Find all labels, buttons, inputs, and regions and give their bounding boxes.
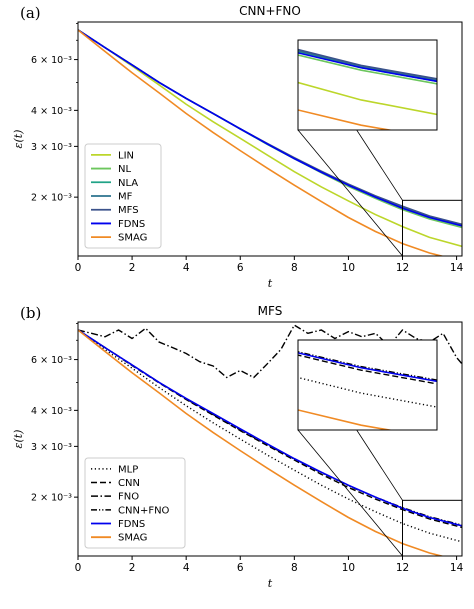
y-tick-label: 6 × 10⁻³	[31, 355, 72, 366]
y-axis-label: ε(t)	[12, 430, 25, 449]
x-tick-label: 6	[237, 562, 244, 574]
inset-connector	[297, 429, 403, 557]
x-tick-label: 0	[75, 562, 82, 574]
legend-label-lin: LIN	[118, 150, 134, 161]
chart-panel-0: 0 2 4 6 8 10 12 14 6 × 10⁻³ 4 × 10⁻³ 3 × 10⁻³ 2 × 1…	[12, 4, 464, 290]
legend-label-fno: FNO	[118, 492, 139, 503]
y-tick-label: 3 × 10⁻³	[31, 442, 72, 453]
series-group	[78, 29, 462, 256]
legend: LIN NL NLA MF MFS FDNS SMAG	[84, 143, 162, 249]
series-line-fno	[78, 324, 462, 379]
inset-background	[298, 340, 437, 430]
inset-frame	[297, 339, 438, 431]
inset-series-line-cnn-fno	[298, 351, 437, 381]
inset-series-line-fdns	[298, 52, 437, 83]
legend-label-smag: SMAG	[118, 233, 147, 244]
legend-label-mlp: MLP	[118, 464, 138, 475]
x-tick-label: 8	[291, 562, 298, 574]
x-tick-label: 2	[129, 262, 136, 274]
inset-series-line-mf	[298, 49, 437, 81]
y-tick-label: 2 × 10⁻³	[31, 493, 72, 504]
zoom-region	[402, 199, 463, 257]
panel-label: (a)	[20, 4, 41, 22]
legend-label-cnn: CNN	[118, 478, 140, 489]
series-line-mlp	[78, 329, 462, 543]
y-tick-label: 3 × 10⁻³	[31, 142, 72, 153]
legend-box	[84, 457, 186, 549]
zoom-region	[402, 499, 463, 557]
inset-series-line-nl	[298, 54, 437, 85]
legend: MLP CNN FNO CNN+FNO FDNS SMAG	[84, 457, 186, 549]
y-tick-label: 4 × 10⁻³	[31, 106, 72, 117]
x-tick-label: 10	[342, 262, 355, 274]
inset-series-line-lin	[298, 81, 437, 116]
legend-label-nla: NLA	[118, 178, 138, 189]
legend-box	[84, 143, 162, 249]
panel-label: (b)	[20, 304, 41, 322]
x-tick-label: 14	[450, 562, 464, 574]
legend-label-fdns: FDNS	[118, 519, 145, 530]
y-tick-label: 4 × 10⁻³	[31, 406, 72, 417]
x-tick-label: 10	[342, 562, 355, 574]
series-line-fdns	[78, 329, 462, 527]
legend-label-smag: SMAG	[118, 533, 147, 544]
inset-series-line-smag	[298, 409, 394, 430]
inset-series-group	[298, 351, 437, 430]
x-tick-label: 12	[396, 262, 409, 274]
x-tick-label: 4	[183, 562, 190, 574]
inset-series-group	[298, 48, 437, 130]
inset-background	[298, 40, 437, 130]
x-tick-label: 12	[396, 562, 409, 574]
y-axis-label: ε(t)	[12, 130, 25, 149]
x-tick-label: 6	[237, 262, 244, 274]
series-line-fdns	[78, 29, 462, 227]
series-line-smag	[78, 29, 445, 256]
series-line-smag	[78, 329, 445, 556]
x-tick-label: 0	[75, 262, 82, 274]
y-tick-label: 6 × 10⁻³	[31, 55, 72, 66]
chart-title: MFS	[258, 304, 283, 318]
x-tick-label: 8	[291, 262, 298, 274]
x-tick-label: 2	[129, 562, 136, 574]
plot-frame	[77, 321, 463, 557]
chart-title: CNN+FNO	[239, 4, 301, 18]
plot-frame	[77, 21, 463, 257]
inset-series-line-mfs	[298, 48, 437, 80]
x-axis-label: t	[268, 277, 273, 290]
legend-label-cnn-fno: CNN+FNO	[118, 505, 170, 516]
inset-series-line-fdns	[298, 352, 437, 383]
legend-label-fdns: FDNS	[118, 219, 145, 230]
series-group	[78, 324, 462, 556]
chart-panel-1: 0 2 4 6 8 10 12 14 6 × 10⁻³ 4 × 10⁻³ 3 × 10⁻³ 2 × 1…	[12, 304, 464, 590]
inset-frame	[297, 39, 438, 131]
x-tick-label: 4	[183, 262, 190, 274]
inset-series-line-smag	[298, 109, 394, 130]
series-line-lin	[78, 29, 462, 248]
x-tick-label: 14	[450, 262, 464, 274]
x-axis-label: t	[268, 577, 273, 590]
legend-label-mf: MF	[118, 192, 133, 203]
legend-label-nl: NL	[118, 164, 131, 175]
y-tick-label: 2 × 10⁻³	[31, 193, 72, 204]
inset	[297, 39, 438, 131]
inset	[297, 339, 438, 431]
legend-label-mfs: MFS	[118, 205, 139, 216]
inset-connector	[297, 129, 403, 257]
